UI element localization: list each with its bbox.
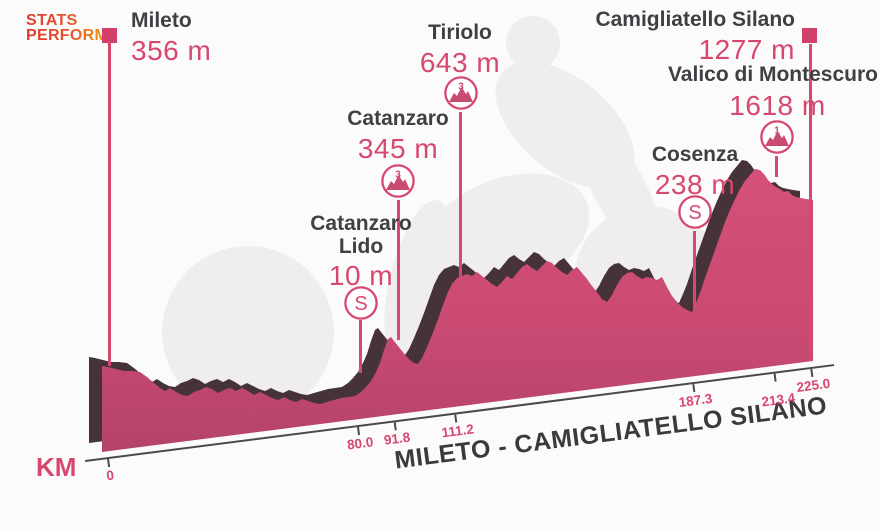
logo-line-1: STATS: [26, 12, 108, 28]
waypoint-catanzaro-lido: Catanzaro Lido 10 m: [301, 212, 421, 292]
stage-profile-infographic: STATS PERFORM Mileto 356 m Catanzaro Lid…: [26, 8, 878, 484]
catanzaro-marker-line: [397, 200, 400, 340]
km-tick-0: [107, 458, 111, 468]
svg-text:S: S: [688, 202, 701, 224]
waypoint-valico-di-montescuro: Valico di Montescuro: [648, 63, 878, 87]
finish-marker-square: [802, 28, 817, 43]
waypoint-name: Catanzaro: [347, 107, 449, 130]
start-marker-square: [102, 28, 117, 43]
waypoint-name: Cosenza: [651, 143, 739, 166]
km-tick-80.0: [357, 426, 361, 436]
waypoint-elevation: 345 m: [357, 132, 439, 164]
km-tick-111.2: [454, 414, 458, 423]
logo-line-2: PERFORM: [26, 27, 109, 45]
waypoint-cosenza: Cosenza 238 m: [635, 143, 755, 201]
cosenza-marker-line: [693, 231, 696, 309]
category-3-climb-icon: 3: [444, 76, 478, 110]
waypoint-name: Mileto: [131, 9, 192, 32]
waypoint-catanzaro: Catanzaro 345 m: [330, 107, 466, 165]
waypoint-elevation: 238 m: [654, 168, 736, 200]
waypoint-elevation: 643 m: [419, 46, 501, 78]
sprint-icon: S: [678, 195, 712, 229]
sprint-icon: S: [344, 286, 378, 320]
svg-text:S: S: [354, 293, 367, 315]
waypoint-elevation: 1277 m: [698, 33, 795, 65]
waypoint-name: Valico di Montescuro: [667, 63, 878, 86]
waypoint-camigliatello-silano: Camigliatello Silano 1277 m: [565, 8, 795, 66]
mileto-marker-line: [108, 42, 111, 366]
svg-text:1: 1: [774, 126, 780, 137]
waypoint-name: Catanzaro Lido: [310, 212, 412, 258]
category-1-climb-icon: 1: [760, 120, 794, 154]
waypoint-valico-elevation: 1618 m: [729, 90, 826, 121]
montescuro-marker-line: [775, 156, 778, 177]
elevation-profile-chart: [89, 16, 813, 452]
waypoint-tiriolo: Tiriolo 643 m: [400, 21, 520, 79]
svg-text:3: 3: [395, 170, 401, 181]
km-tick-187.3: [692, 383, 696, 393]
km-tick-91.8: [393, 422, 397, 431]
km-tick-213.4: [774, 373, 778, 382]
stats-perform-logo: STATS PERFORM: [26, 12, 109, 45]
profile-front-face: [102, 169, 813, 452]
km-tick-225.0: [810, 368, 814, 378]
km-tick-label-0: 0: [105, 467, 115, 484]
waypoint-name: Camigliatello Silano: [595, 8, 795, 31]
tiriolo-marker-line: [459, 112, 462, 277]
waypoint-mileto: Mileto 356 m: [131, 9, 212, 67]
category-3-climb-icon: 3: [381, 164, 415, 198]
waypoint-elevation: 10 m: [328, 260, 394, 292]
km-axis-unit-label: KM: [36, 452, 77, 482]
catanzaro-lido-marker-line: [359, 320, 362, 373]
svg-text:3: 3: [458, 82, 464, 93]
waypoint-elevation: 356 m: [131, 34, 212, 66]
finish-marker-line: [809, 44, 812, 361]
waypoint-name: Tiriolo: [428, 21, 492, 44]
